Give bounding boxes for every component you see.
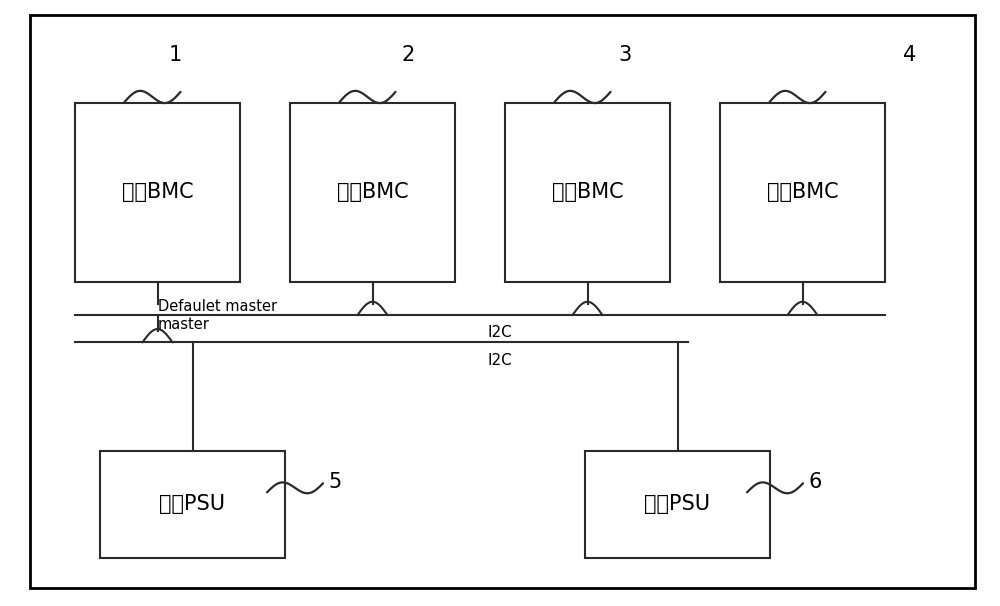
Text: 第四BMC: 第四BMC	[767, 182, 838, 202]
Text: 4: 4	[903, 44, 917, 65]
Text: master: master	[158, 317, 210, 331]
Bar	[720, 103, 885, 282]
Text: 2: 2	[401, 44, 415, 65]
Text: 6: 6	[808, 471, 822, 492]
Text: 第一BMC: 第一BMC	[122, 182, 193, 202]
Bar	[505, 103, 670, 282]
Text: Defaulet master: Defaulet master	[158, 299, 277, 313]
Text: 第二BMC: 第二BMC	[337, 182, 408, 202]
Text: I2C: I2C	[488, 353, 512, 368]
Text: 第三BMC: 第三BMC	[552, 182, 623, 202]
Text: 5: 5	[328, 471, 342, 492]
Text: 第二PSU: 第二PSU	[644, 494, 711, 514]
Bar	[290, 103, 455, 282]
Bar	[100, 451, 285, 558]
Bar	[585, 451, 770, 558]
Text: 第一PSU: 第一PSU	[159, 494, 226, 514]
Text: 3: 3	[618, 44, 632, 65]
Text: 1: 1	[168, 44, 182, 65]
Text: I2C: I2C	[488, 325, 512, 340]
Bar	[75, 103, 240, 282]
